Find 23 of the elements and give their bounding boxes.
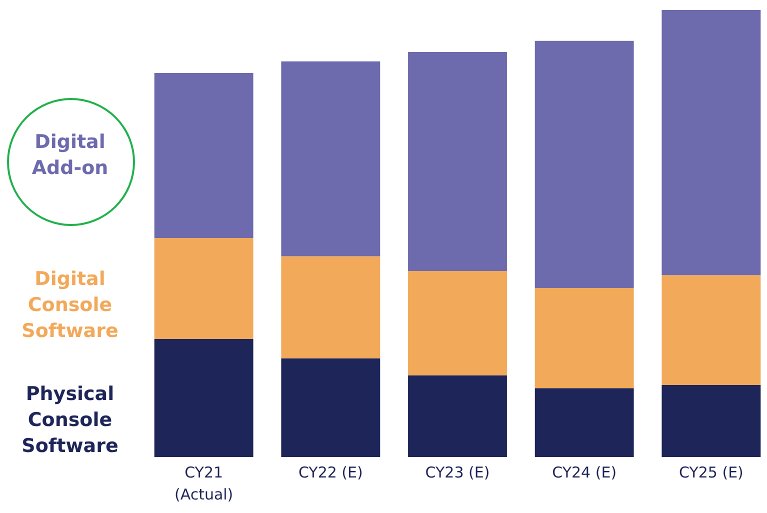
bar bbox=[408, 375, 507, 457]
bar bbox=[408, 271, 507, 376]
bar bbox=[534, 40, 634, 288]
bar bbox=[534, 388, 634, 457]
series-label: Digital Console Software bbox=[20, 267, 120, 344]
bar bbox=[281, 358, 380, 457]
x-tick-label: CY25 (E) bbox=[678, 464, 744, 482]
bar bbox=[154, 238, 254, 339]
bar bbox=[281, 256, 380, 358]
x-tick-label: CY24 (E) bbox=[552, 464, 617, 482]
bar bbox=[154, 73, 254, 238]
bar bbox=[662, 275, 761, 386]
bar bbox=[154, 338, 254, 457]
text: Digital Add-on bbox=[30, 130, 110, 181]
bar bbox=[281, 61, 380, 256]
x-tick-label: CY22 (E) bbox=[298, 464, 363, 482]
bar bbox=[408, 52, 507, 272]
bar bbox=[662, 10, 761, 276]
x-tick-label: CY21 (Actual) bbox=[174, 464, 234, 504]
series-label: Physical Console Software bbox=[20, 382, 120, 459]
bar bbox=[534, 288, 634, 388]
x-tick-label: CY23 (E) bbox=[425, 464, 490, 482]
bar bbox=[662, 385, 761, 457]
